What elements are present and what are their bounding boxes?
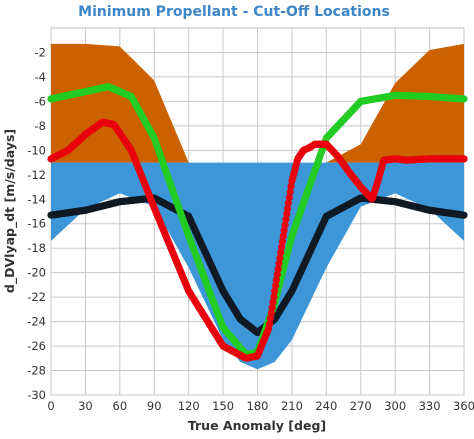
y-tick-label-2: -6 (35, 94, 46, 108)
point-red (284, 199, 293, 207)
point-red (283, 210, 291, 218)
x-tick-label-12: 360 (453, 399, 474, 413)
y-tick-label-7: -16 (27, 217, 46, 231)
point-red (285, 193, 293, 202)
point-red (276, 254, 284, 262)
y-tick-label-3: -8 (35, 119, 46, 133)
point-red (274, 265, 282, 273)
point-red (271, 281, 280, 290)
point-red (284, 204, 292, 213)
point-red (268, 303, 276, 312)
point-red (277, 243, 286, 251)
point-red (271, 287, 279, 295)
point-red (267, 309, 275, 317)
point-red (270, 292, 278, 301)
y-tick-label-13: -28 (27, 364, 46, 378)
point-red (282, 215, 290, 224)
x-tick-label-4: 120 (178, 399, 200, 413)
point-red (266, 314, 275, 323)
x-tick-label-7: 210 (281, 399, 303, 413)
y-tick-label-14: -30 (27, 388, 46, 402)
y-tick-label-6: -14 (27, 192, 46, 206)
point-red (281, 221, 289, 229)
y-tick-label-9: -20 (27, 266, 46, 280)
x-tick-label-2: 60 (113, 399, 128, 413)
y-tick-label-11: -24 (27, 315, 46, 329)
x-tick-label-5: 150 (212, 399, 234, 413)
point-red (269, 298, 277, 306)
series-green (47, 83, 468, 359)
y-axis-label: d_DVlyap_dt [m/s/days] (2, 129, 18, 293)
y-tick-label-10: -22 (27, 290, 46, 304)
y-tick-label-4: -10 (27, 143, 46, 157)
y-tick-label-0: -2 (35, 45, 46, 59)
point-red (272, 276, 281, 284)
point-black (460, 211, 468, 219)
x-tick-label-3: 90 (147, 399, 162, 413)
chart-title: Minimum Propellant - Cut-Off Locations (78, 4, 390, 20)
point-red (280, 226, 288, 235)
x-tick-label-11: 330 (419, 399, 441, 413)
x-tick-label-0: 0 (47, 399, 54, 413)
y-tick-label-12: -26 (27, 339, 46, 353)
point-red (278, 237, 287, 246)
point-red (273, 270, 281, 279)
x-axis-label: True Anomaly [deg] (188, 418, 326, 433)
x-tick-label-9: 270 (350, 399, 372, 413)
point-red (265, 320, 274, 328)
y-tick-label-1: -4 (35, 70, 46, 84)
y-tick-label-8: -18 (27, 241, 46, 255)
series (47, 83, 468, 362)
point-red (279, 232, 287, 240)
point-red (460, 155, 468, 163)
series-red (47, 118, 468, 362)
band-blue_band (51, 162, 464, 370)
y-tick-label-5: -12 (27, 168, 46, 182)
point-red (275, 259, 283, 268)
point-red (286, 188, 294, 196)
x-tick-label-8: 240 (315, 399, 337, 413)
point-green (460, 95, 468, 103)
x-tick-label-6: 180 (247, 399, 269, 413)
point-red (277, 248, 285, 257)
x-tick-label-1: 30 (78, 399, 93, 413)
tick-labels: 0 30 60 90 120 150 180 210 240 270 300 330 360 -2 -4 -6… (27, 45, 474, 413)
point-red (287, 182, 295, 191)
x-tick-label-10: 300 (384, 399, 406, 413)
